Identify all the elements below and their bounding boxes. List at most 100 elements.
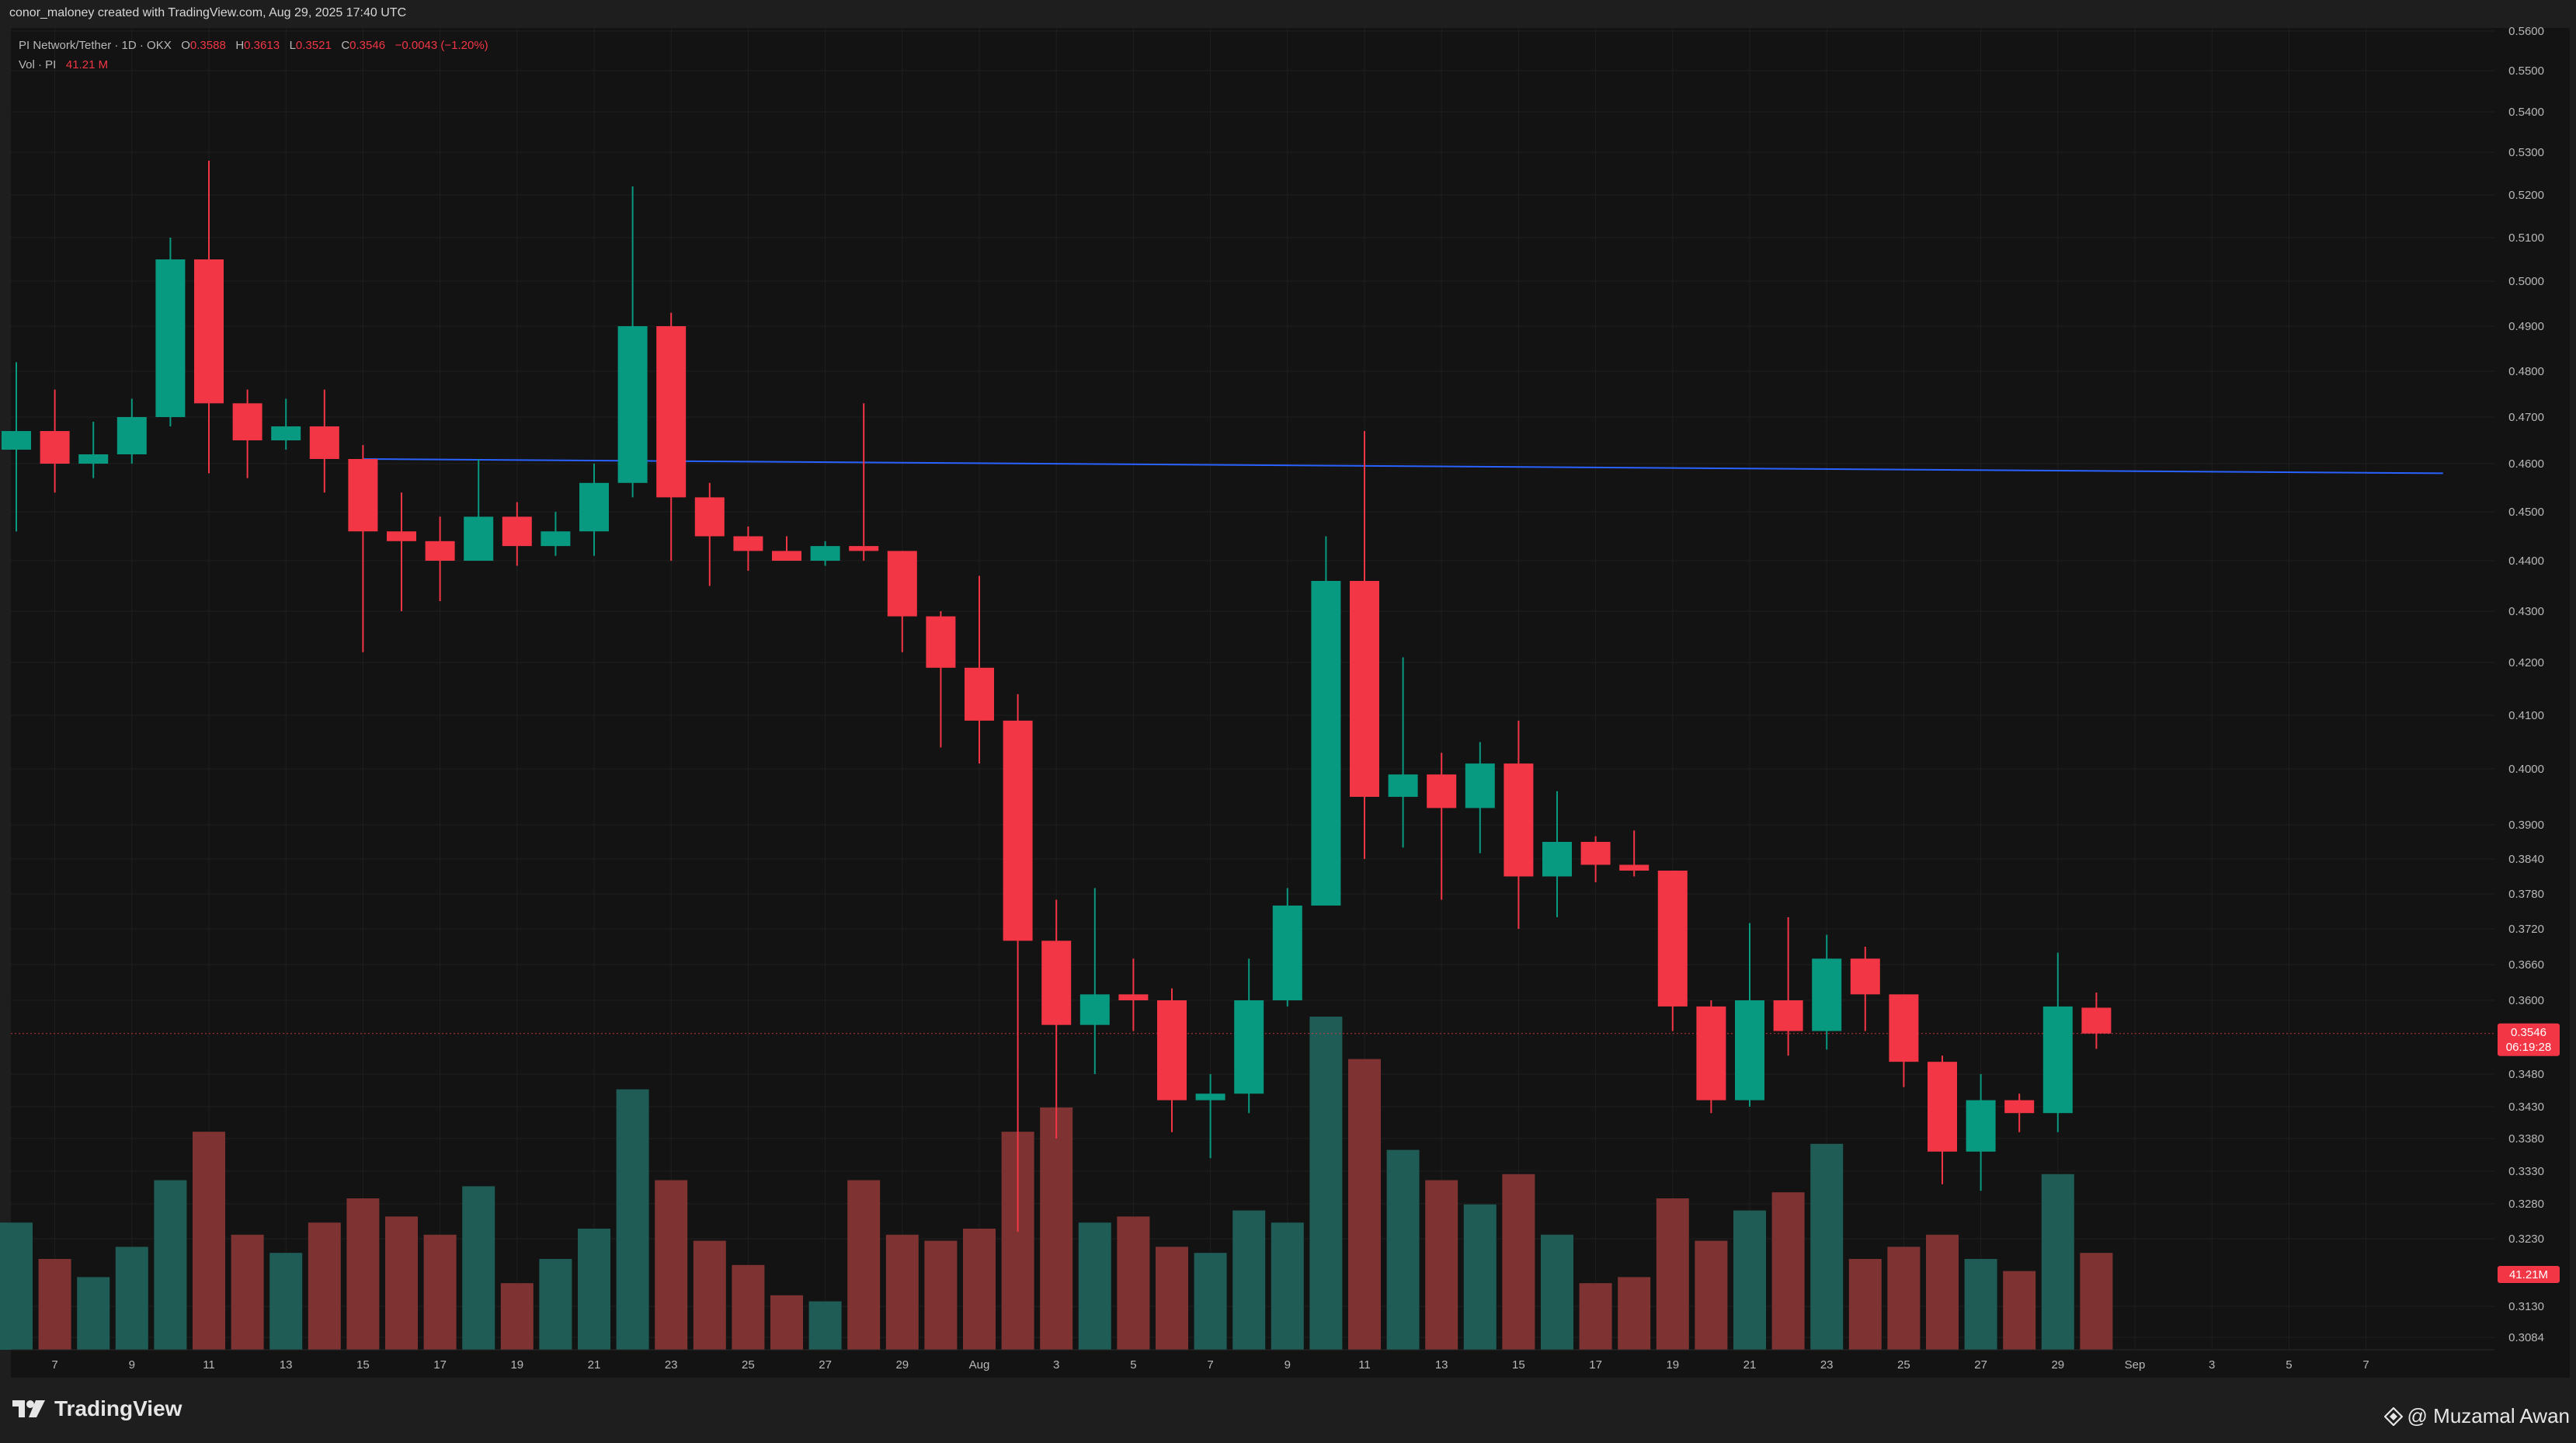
footer xyxy=(0,1378,2576,1443)
volume-bar xyxy=(2080,1253,2113,1350)
candle-body xyxy=(78,454,109,464)
candle-body xyxy=(1542,842,1572,877)
volume-bar xyxy=(77,1277,110,1350)
candle-body xyxy=(2,431,31,450)
candle-body xyxy=(810,546,840,561)
volume-bar xyxy=(462,1186,495,1350)
volume-bar xyxy=(38,1259,71,1350)
date-tick-label: 13 xyxy=(1435,1358,1448,1372)
legend-volume-row: Vol · PI 41.21 M xyxy=(19,55,488,75)
volume-bar xyxy=(269,1253,303,1350)
date-tick-label: 27 xyxy=(819,1358,832,1372)
candle-body xyxy=(425,541,455,561)
legend-volume-label[interactable]: Vol · PI xyxy=(19,58,57,71)
candle-body xyxy=(348,459,378,532)
candle-body xyxy=(849,546,879,551)
candle-body xyxy=(2081,1007,2112,1034)
volume-bar xyxy=(1926,1234,1959,1350)
chart-area[interactable] xyxy=(11,28,2570,1378)
date-tick-label: 17 xyxy=(1589,1358,1602,1372)
legend-high-value: 0.3613 xyxy=(244,39,280,52)
volume-bar xyxy=(924,1240,958,1350)
price-tick-label: 0.3480 xyxy=(2508,1068,2544,1081)
price-tick-label: 0.5300 xyxy=(2508,146,2544,159)
legend-open-label: O xyxy=(181,39,190,52)
volume-bar xyxy=(1887,1247,1921,1350)
volume-bar xyxy=(539,1259,572,1350)
price-tick-label: 0.5100 xyxy=(2508,231,2544,245)
candle-body xyxy=(1657,871,1688,1007)
last-price-label: 0.3546 xyxy=(2511,1026,2546,1039)
candle-body xyxy=(1118,994,1149,1000)
legend-low-label: L xyxy=(289,39,296,52)
tradingview-logo[interactable]: TradingView xyxy=(12,1396,182,1421)
date-tick-label: 19 xyxy=(510,1358,523,1372)
volume-bar xyxy=(1386,1149,1420,1350)
volume-bar xyxy=(385,1216,418,1350)
candle-body xyxy=(733,536,763,551)
candle-body xyxy=(1079,994,1110,1025)
candle-body xyxy=(116,417,147,454)
date-tick-label: 21 xyxy=(588,1358,601,1372)
volume-bar xyxy=(808,1301,842,1350)
candle-body xyxy=(1928,1062,1957,1152)
volume-bar xyxy=(0,1222,33,1350)
volume-bar xyxy=(1771,1192,1805,1350)
price-tick-label: 0.5400 xyxy=(2508,106,2544,119)
legend-ohlc-row: PI Network/Tether · 1D · OKX O0.3588 H0.… xyxy=(19,36,488,55)
date-tick-label: 17 xyxy=(433,1358,447,1372)
legend-symbol[interactable]: PI Network/Tether · 1D · OKX xyxy=(19,39,172,52)
volume-bar xyxy=(2003,1271,2036,1350)
candle-body xyxy=(1041,941,1072,1025)
date-tick-label: 9 xyxy=(1285,1358,1291,1372)
date-tick-label: 21 xyxy=(1743,1358,1757,1372)
candle-body xyxy=(1696,1006,1726,1101)
price-axis-bg xyxy=(2494,28,2570,1350)
price-tick-label: 0.4600 xyxy=(2508,457,2544,471)
volume-bar xyxy=(885,1234,919,1350)
candle-body xyxy=(1735,1000,1764,1101)
legend-change: −0.0043 (−1.20%) xyxy=(395,39,488,52)
candle-body xyxy=(1504,763,1534,877)
volume-bar xyxy=(308,1222,341,1350)
candle-body xyxy=(2042,1006,2073,1114)
date-tick-label: 11 xyxy=(203,1358,215,1372)
date-tick-label: Aug xyxy=(969,1358,990,1372)
candle-body xyxy=(694,497,725,537)
volume-bar xyxy=(1232,1210,1266,1350)
volume-bar xyxy=(1117,1216,1150,1350)
tradingview-logo-icon xyxy=(12,1400,45,1417)
candle-body xyxy=(1773,1000,1803,1031)
candle-body xyxy=(2004,1100,2035,1114)
volume-bar xyxy=(655,1180,688,1350)
date-tick-label: 5 xyxy=(1130,1358,1136,1372)
price-tick-label: 0.3840 xyxy=(2508,853,2544,866)
price-chart[interactable]: 0.5600 0.5500 0.5400 0.5300 0.5200 0.5100 0.50… xyxy=(0,0,2576,1378)
date-tick-label: 23 xyxy=(1820,1358,1834,1372)
candle-body xyxy=(1003,720,1033,941)
candle-body xyxy=(1234,1000,1264,1094)
price-tick-label: 0.3084 xyxy=(2508,1331,2544,1344)
volume-bar xyxy=(1656,1198,1689,1350)
volume-bar xyxy=(732,1264,765,1350)
top-bar: conor_maloney created with TradingView.c… xyxy=(0,0,2576,28)
watermark-text: @ Muzamal Awan xyxy=(2407,1404,2570,1427)
candle-body xyxy=(617,326,648,483)
volume-bar xyxy=(578,1229,610,1350)
candle-body xyxy=(1157,1000,1187,1101)
volume-bar xyxy=(500,1283,534,1350)
date-tick-label: 27 xyxy=(1974,1358,1987,1372)
candle-body xyxy=(1619,864,1650,871)
legend-low-value: 0.3521 xyxy=(295,39,332,52)
price-tick-label: 0.3330 xyxy=(2508,1165,2544,1178)
price-tick-label: 0.4400 xyxy=(2508,555,2544,568)
volume-bar xyxy=(1156,1247,1188,1350)
price-tick-label: 0.3280 xyxy=(2508,1198,2544,1211)
candle-body xyxy=(232,403,262,440)
candle-body xyxy=(1850,958,1880,995)
price-tick-label: 0.3130 xyxy=(2508,1300,2544,1313)
date-tick-label: 23 xyxy=(665,1358,678,1372)
candle-body xyxy=(656,326,687,498)
volume-bar xyxy=(115,1247,148,1350)
volume-bar xyxy=(1271,1222,1304,1350)
